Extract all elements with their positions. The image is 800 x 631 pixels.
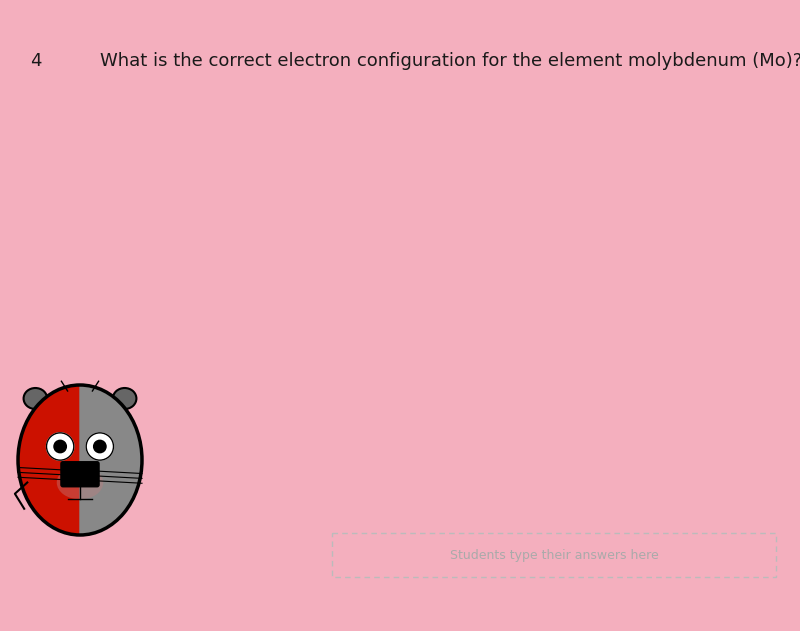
Ellipse shape <box>57 466 103 499</box>
Circle shape <box>94 440 106 452</box>
Circle shape <box>46 433 74 460</box>
Text: 4: 4 <box>30 52 42 70</box>
Text: What is the correct electron configuration for the element molybdenum (Mo)?: What is the correct electron configurati… <box>100 52 800 70</box>
Circle shape <box>86 433 114 460</box>
FancyBboxPatch shape <box>332 533 776 577</box>
Ellipse shape <box>23 388 47 409</box>
FancyBboxPatch shape <box>61 462 99 487</box>
Ellipse shape <box>113 388 137 409</box>
Polygon shape <box>80 385 142 535</box>
Polygon shape <box>18 385 80 535</box>
Circle shape <box>54 440 66 452</box>
Text: Students type their answers here: Students type their answers here <box>450 549 658 562</box>
